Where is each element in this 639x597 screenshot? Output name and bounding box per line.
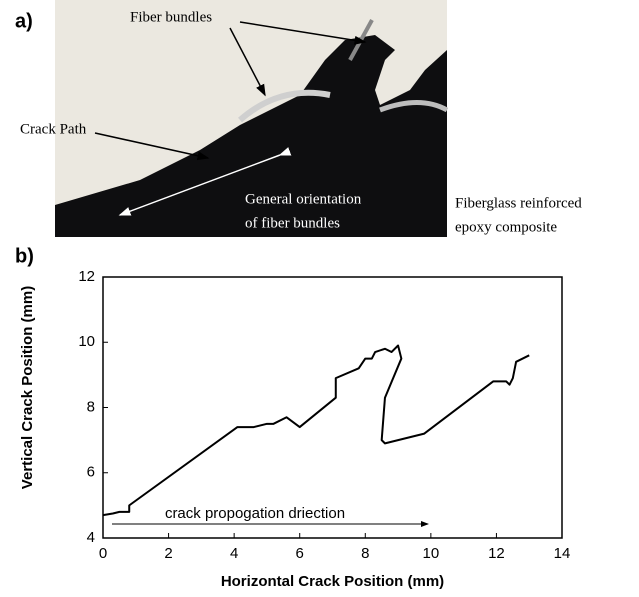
page: {"figure_a": {"label": "a)", "fiber_bund… xyxy=(0,0,639,597)
x-tick-label: 8 xyxy=(361,545,369,562)
x-tick-label: 10 xyxy=(423,545,440,562)
panel-label: a) xyxy=(15,10,33,32)
y-tick-label: 8 xyxy=(87,398,95,415)
figure: a) Fiber bundles Crack Path General orie… xyxy=(0,0,639,597)
annotation: of fiber bundles xyxy=(245,215,340,231)
panel-label: b) xyxy=(15,245,34,267)
annotation: General orientation xyxy=(245,191,362,207)
annotation: Crack Path xyxy=(20,121,87,137)
x-tick-label: 6 xyxy=(296,545,304,562)
y-tick-label: 12 xyxy=(78,268,95,285)
y-tick-label: 4 xyxy=(87,529,95,546)
x-tick-label: 0 xyxy=(99,545,107,562)
y-tick-label: 10 xyxy=(78,333,95,350)
x-tick-label: 12 xyxy=(488,545,505,562)
x-axis-label: Horizontal Crack Position (mm) xyxy=(221,573,444,590)
chart: b) 0 2 4 6 8 10 12 14 4 6 8 10 12 Horizontal Crack Pos… xyxy=(15,245,570,590)
x-tick-label: 14 xyxy=(554,545,571,562)
y-axis-label: Vertical Crack Position (mm) xyxy=(19,286,36,489)
annotation: Fiber bundles xyxy=(130,9,212,25)
annotation: Fiberglass reinforced xyxy=(455,195,582,211)
annotation: crack propogation driection xyxy=(165,505,345,522)
data-line xyxy=(103,346,529,516)
y-tick-label: 6 xyxy=(87,464,95,481)
annotation: epoxy composite xyxy=(455,219,557,235)
plot-frame xyxy=(103,277,562,538)
x-tick-label: 2 xyxy=(164,545,172,562)
x-tick-label: 4 xyxy=(230,545,238,562)
